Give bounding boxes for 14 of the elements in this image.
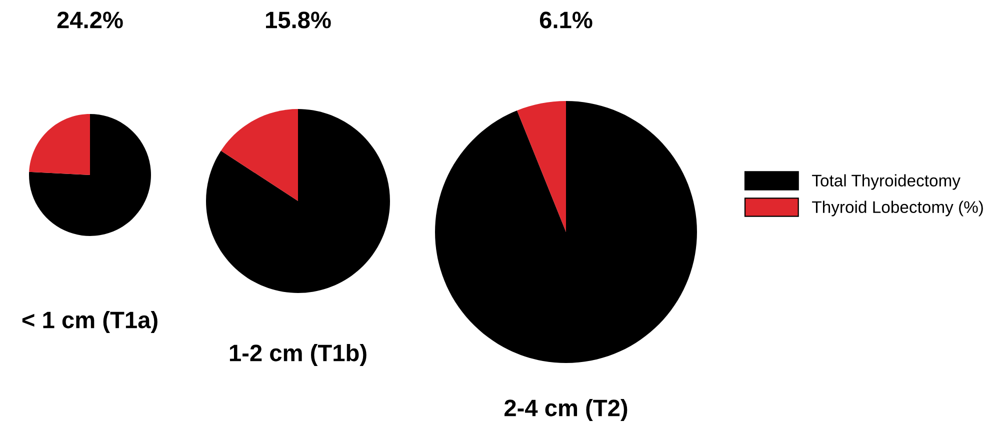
legend-label: Thyroid Lobectomy (%) [812,200,983,216]
pie-slice [435,101,697,363]
pie-slice [29,114,90,175]
pie-slice [220,109,298,201]
chart-title: 6.1% [540,12,592,28]
chart-title: 15.8% [266,12,331,28]
text: 2-4 cm (T2) [504,398,628,422]
text: 1-2 cm (T1b) [230,344,366,366]
pie-slice [206,109,390,293]
legend-label: Total Thyroidectomy [812,174,960,190]
text: < 1 cm (T1a) [22,310,158,334]
pie-slice [517,101,566,232]
pie-slice [29,114,151,236]
chart-title: 24.2% [57,12,123,28]
